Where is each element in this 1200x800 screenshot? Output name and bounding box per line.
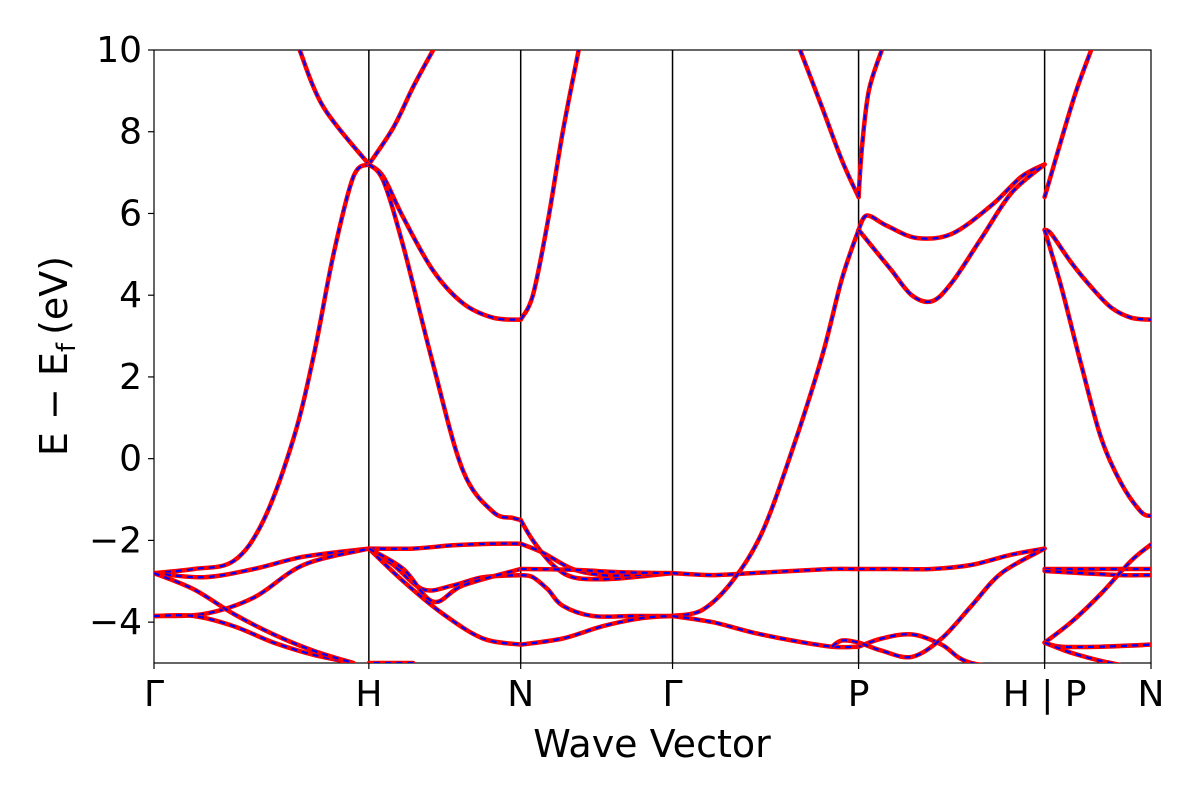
band-line-dashed xyxy=(520,614,673,646)
y-tick-label: 2 xyxy=(119,357,142,398)
band-line xyxy=(1042,227,1151,519)
band-line xyxy=(670,227,861,619)
x-axis-title: Wave Vector xyxy=(533,722,771,766)
band-line-dashed xyxy=(1044,641,1116,663)
band-line-dashed xyxy=(1044,641,1151,649)
band-line xyxy=(154,546,372,619)
x-tick-label: H xyxy=(355,674,382,715)
band-line xyxy=(856,162,1047,305)
band-line-dashed xyxy=(520,542,673,577)
band-line-dashed xyxy=(831,547,1046,659)
band-line-dashed xyxy=(799,50,860,198)
band-line-dashed xyxy=(520,567,673,575)
band-line-dashed xyxy=(154,547,370,618)
x-ticks: Γ H N Γ P H | P N xyxy=(144,663,1165,715)
band-line-dashed xyxy=(368,542,521,550)
band-line xyxy=(518,613,675,647)
y-axis-title-subscript: f xyxy=(52,342,82,352)
y-tick-label: 4 xyxy=(119,275,142,316)
band-line xyxy=(154,162,372,576)
band-line xyxy=(1042,227,1151,322)
band-line xyxy=(366,162,523,523)
band-line-dashed xyxy=(1044,569,1151,577)
bands xyxy=(154,50,1151,663)
y-axis-title-main: E − E xyxy=(32,352,76,456)
band-line-dashed xyxy=(857,50,883,198)
band-line-dashed xyxy=(368,163,522,522)
band-line xyxy=(297,50,372,167)
band-line-dashed xyxy=(858,547,1045,571)
y-tick-label: 6 xyxy=(119,193,142,234)
kpoint-lines xyxy=(368,50,1046,663)
x-tick-label: P xyxy=(848,674,870,715)
band-line xyxy=(1042,542,1151,645)
band-line-dashed xyxy=(1043,543,1151,644)
band-line-dashed xyxy=(672,567,859,577)
y-axis-title: E − Ef (eV) xyxy=(32,256,82,456)
band-line xyxy=(856,50,885,200)
x-tick-label: Γ xyxy=(663,674,683,715)
band-line xyxy=(154,546,372,580)
y-tick-label: 8 xyxy=(119,112,142,153)
band-line-dashed xyxy=(154,163,370,575)
x-tick-label: Γ xyxy=(144,674,164,715)
band-line-dashed xyxy=(520,574,673,618)
y-tick-label: 10 xyxy=(96,30,142,71)
x-tick-label: N xyxy=(1138,674,1165,715)
x-tick-label: H | P xyxy=(1003,674,1087,715)
y-axis-title-unit: (eV) xyxy=(32,256,76,335)
band-line xyxy=(856,546,1047,572)
band-line-dashed xyxy=(298,50,370,166)
band-line-dashed xyxy=(368,547,521,604)
plot-frame xyxy=(153,49,1152,664)
y-ticks: −4 −2 0 2 4 6 8 10 xyxy=(89,30,154,643)
band-line-dashed xyxy=(519,50,580,321)
band-line-dashed xyxy=(858,633,977,663)
band-line-dashed xyxy=(672,229,860,618)
band-line-dashed xyxy=(1044,228,1151,321)
band-line-dashed xyxy=(519,519,673,581)
band-line-dashed xyxy=(154,572,354,663)
band-line-dashed xyxy=(154,547,370,579)
band-line-dashed xyxy=(368,163,521,321)
band-line-dashed xyxy=(368,547,521,646)
x-tick-label: N xyxy=(507,674,534,715)
y-tick-label: 0 xyxy=(119,439,142,480)
band-line-dashed xyxy=(1043,229,1151,517)
y-tick-label: −4 xyxy=(89,602,142,643)
band-line xyxy=(154,570,356,663)
band-line-dashed xyxy=(367,50,435,166)
band-line-dashed xyxy=(154,614,354,663)
band-line-dashed xyxy=(1043,50,1093,198)
band-line xyxy=(856,162,1047,241)
y-tick-label: −2 xyxy=(89,520,142,561)
band-line-dashed xyxy=(857,163,1046,240)
plot-area: −4 −2 0 2 4 6 8 10 Γ H N Γ P H | P N xyxy=(89,30,1165,715)
band-line xyxy=(366,162,523,322)
band-line xyxy=(670,613,861,650)
band-line xyxy=(518,50,581,322)
